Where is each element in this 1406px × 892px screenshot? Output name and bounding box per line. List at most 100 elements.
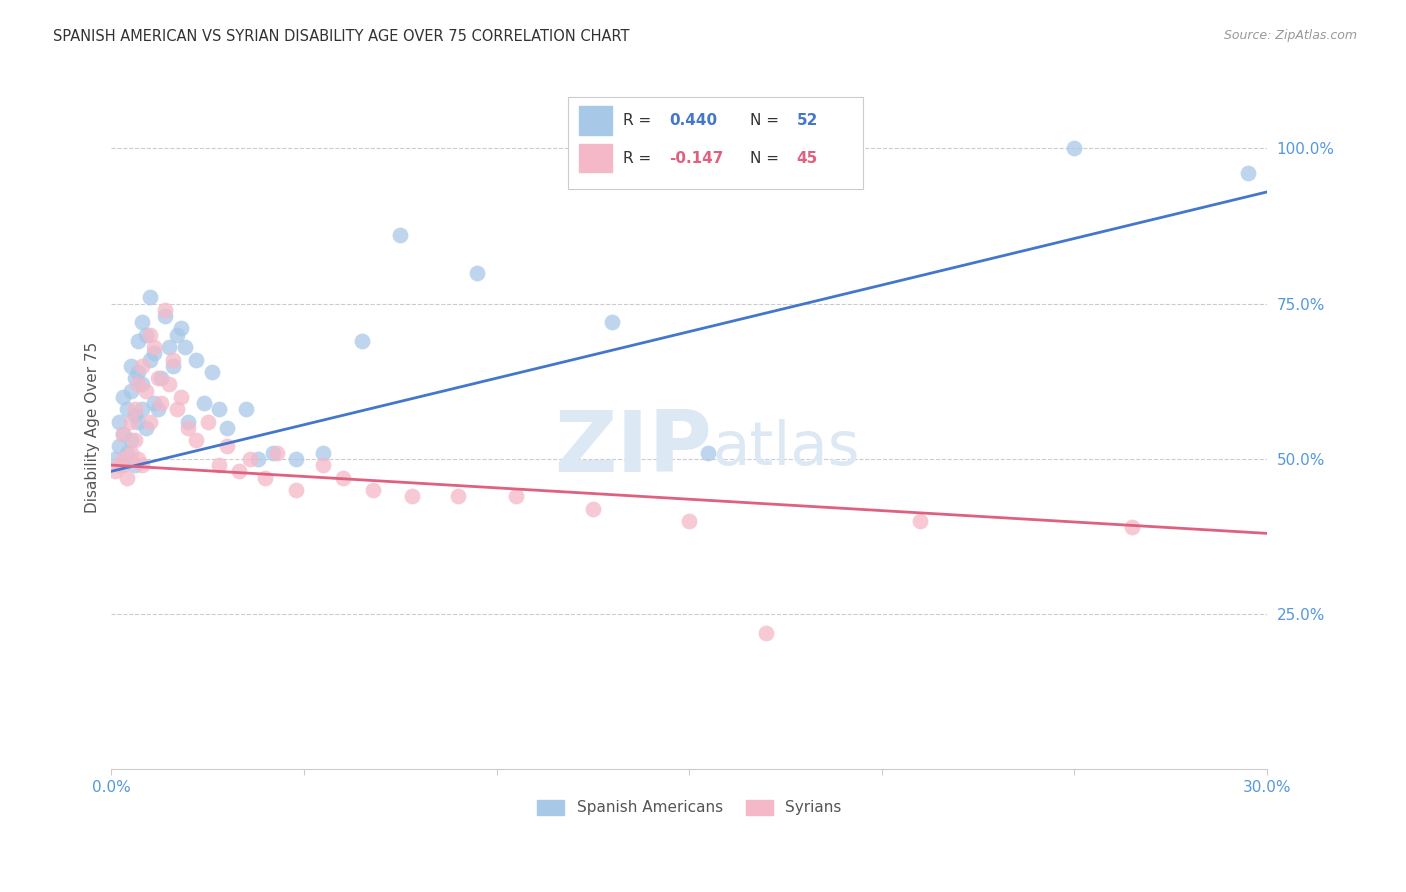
Point <box>131 402 153 417</box>
Point <box>108 458 131 472</box>
Point <box>200 365 222 379</box>
Text: SPANISH AMERICAN VS SYRIAN DISABILITY AGE OVER 75 CORRELATION CHART: SPANISH AMERICAN VS SYRIAN DISABILITY AG… <box>53 29 630 44</box>
Point <box>111 390 134 404</box>
Point <box>139 352 162 367</box>
Point <box>111 427 134 442</box>
Point <box>131 458 153 472</box>
Point <box>142 396 165 410</box>
Point <box>228 464 250 478</box>
Point <box>193 396 215 410</box>
Point <box>142 346 165 360</box>
Point <box>146 371 169 385</box>
Point <box>124 409 146 423</box>
Point <box>755 625 778 640</box>
Legend: Spanish Americans, Syrians: Spanish Americans, Syrians <box>529 792 849 823</box>
Point <box>157 377 180 392</box>
Point <box>197 415 219 429</box>
Text: N =: N = <box>751 151 785 166</box>
Point <box>246 451 269 466</box>
Point <box>142 340 165 354</box>
Point <box>173 340 195 354</box>
Point <box>108 415 131 429</box>
Point <box>120 359 142 373</box>
Point <box>124 434 146 448</box>
Point <box>266 445 288 459</box>
Point <box>350 334 373 348</box>
Point <box>285 483 308 497</box>
Point <box>108 440 131 454</box>
Point <box>582 501 605 516</box>
Text: atlas: atlas <box>713 419 860 478</box>
Point <box>177 421 200 435</box>
Point <box>150 396 173 410</box>
Point <box>239 451 262 466</box>
Point <box>139 290 162 304</box>
Point <box>235 402 257 417</box>
Text: ZIP: ZIP <box>554 407 713 490</box>
Point <box>111 427 134 442</box>
Point <box>162 359 184 373</box>
Point <box>155 302 177 317</box>
Point <box>131 315 153 329</box>
Point <box>124 458 146 472</box>
Point <box>111 458 134 472</box>
Point <box>155 309 177 323</box>
Point <box>697 445 720 459</box>
Point <box>170 321 193 335</box>
Point <box>254 470 277 484</box>
Point <box>215 440 238 454</box>
Text: N =: N = <box>751 113 785 128</box>
Point <box>127 365 149 379</box>
Point <box>162 352 184 367</box>
Point <box>170 390 193 404</box>
Text: 45: 45 <box>797 151 818 166</box>
Text: Source: ZipAtlas.com: Source: ZipAtlas.com <box>1223 29 1357 42</box>
Point <box>215 421 238 435</box>
Point <box>127 377 149 392</box>
Point <box>186 352 208 367</box>
Point <box>120 445 142 459</box>
Point <box>127 451 149 466</box>
Point <box>910 514 932 528</box>
Point <box>131 377 153 392</box>
Point <box>146 402 169 417</box>
Point <box>115 402 138 417</box>
Point <box>186 434 208 448</box>
Text: R =: R = <box>623 113 657 128</box>
Text: 0.440: 0.440 <box>669 113 717 128</box>
Point <box>131 359 153 373</box>
Text: -0.147: -0.147 <box>669 151 724 166</box>
Point <box>285 451 308 466</box>
Point <box>120 384 142 398</box>
Point <box>177 415 200 429</box>
Point <box>312 445 335 459</box>
Y-axis label: Disability Age Over 75: Disability Age Over 75 <box>86 343 100 514</box>
Point <box>150 371 173 385</box>
Point <box>166 402 188 417</box>
Point <box>467 266 489 280</box>
Point <box>1121 520 1143 534</box>
Point <box>447 489 470 503</box>
Point <box>127 334 149 348</box>
Point <box>401 489 423 503</box>
Point <box>262 445 284 459</box>
Point <box>312 458 335 472</box>
Point <box>166 327 188 342</box>
Text: R =: R = <box>623 151 657 166</box>
Text: 52: 52 <box>797 113 818 128</box>
Point <box>1063 141 1085 155</box>
Point <box>363 483 385 497</box>
Point <box>332 470 354 484</box>
Point <box>678 514 700 528</box>
Point <box>139 415 162 429</box>
Point <box>115 445 138 459</box>
Point <box>124 402 146 417</box>
Point <box>600 315 623 329</box>
Bar <box>579 144 612 172</box>
Point <box>111 451 134 466</box>
Point <box>120 434 142 448</box>
Point <box>115 470 138 484</box>
Point <box>127 415 149 429</box>
Point <box>139 327 162 342</box>
Point <box>104 464 127 478</box>
